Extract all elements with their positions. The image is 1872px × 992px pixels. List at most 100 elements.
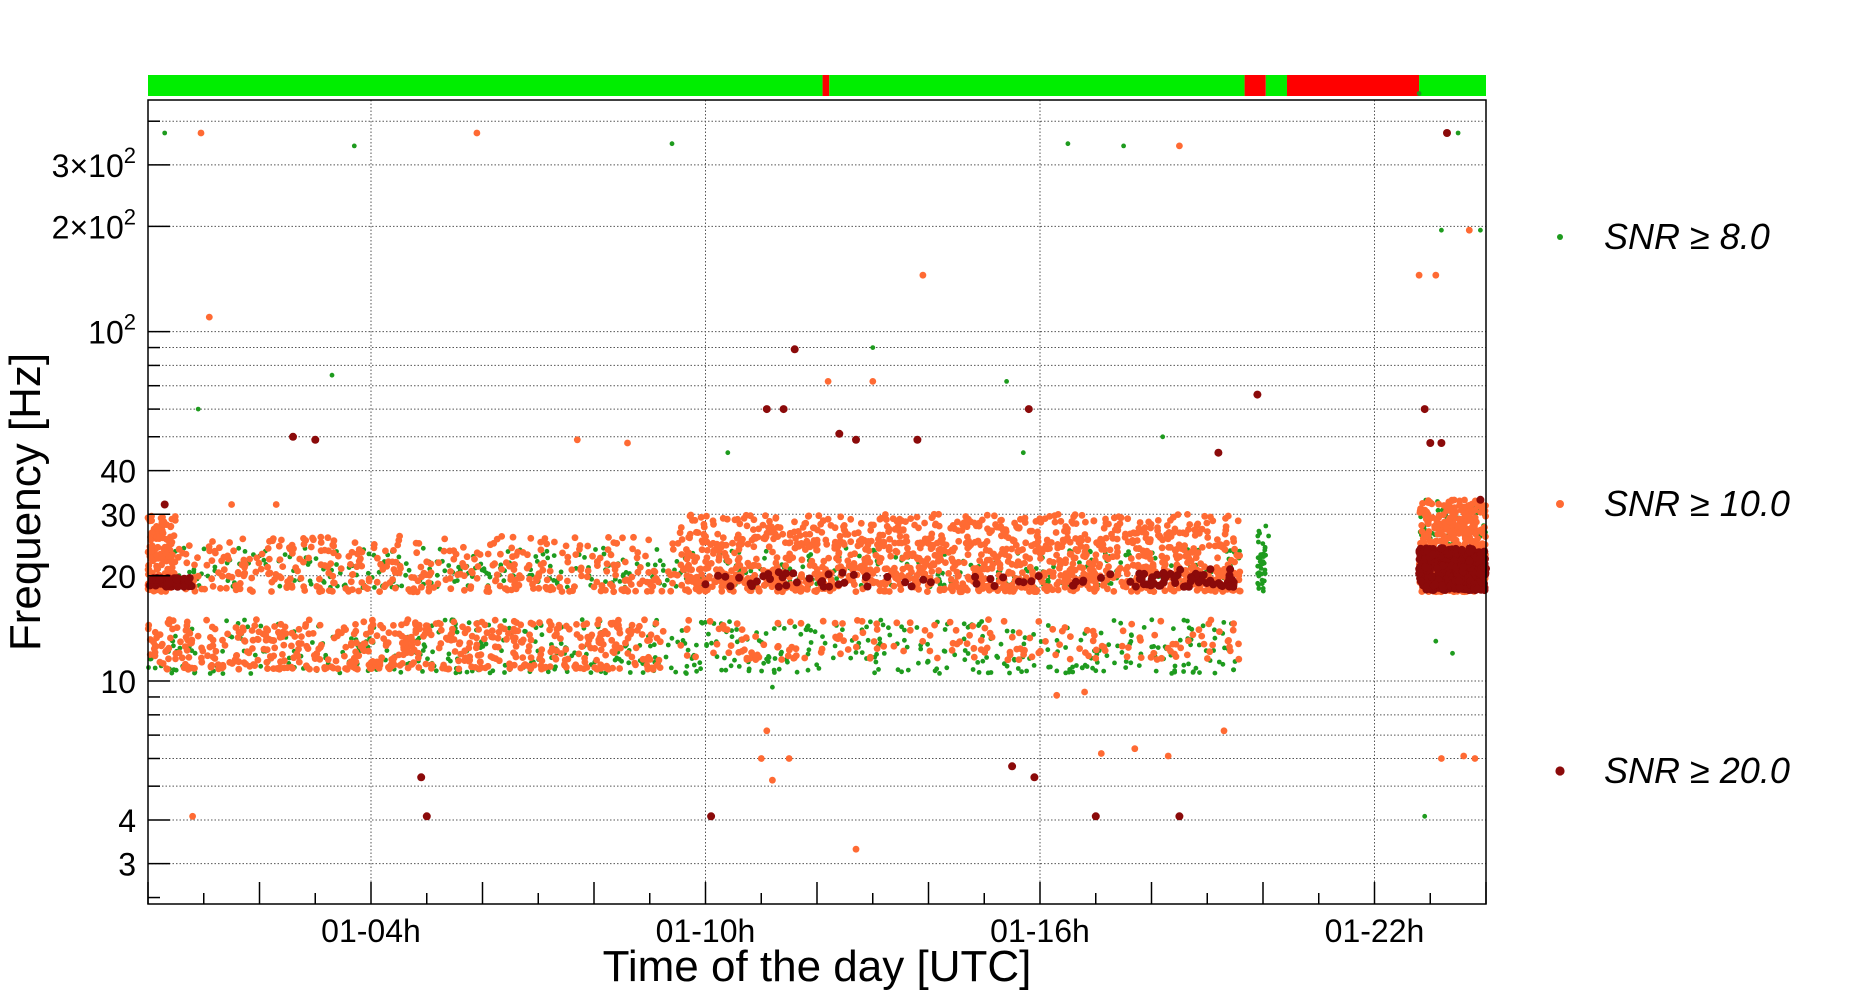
point-series-1 <box>852 643 860 651</box>
point-series-1 <box>757 755 765 762</box>
point-series-1 <box>1115 513 1123 520</box>
point-series-1 <box>603 560 611 568</box>
point-series-1 <box>450 555 458 563</box>
point-series-1 <box>353 639 360 647</box>
point-series-1 <box>491 616 499 624</box>
point-series-1 <box>571 534 579 542</box>
point-series-0 <box>1112 660 1117 666</box>
point-series-1 <box>266 653 274 660</box>
point-series-1 <box>358 548 366 556</box>
point-series-1 <box>1147 524 1154 532</box>
point-series-0 <box>684 663 690 669</box>
point-series-0 <box>1048 664 1053 670</box>
point-series-1 <box>1121 533 1129 541</box>
point-series-1 <box>1097 750 1105 757</box>
point-series-1 <box>428 661 436 669</box>
point-series-1 <box>376 588 383 595</box>
point-series-1 <box>678 581 686 589</box>
point-series-2 <box>1480 586 1489 595</box>
point-series-1 <box>1456 497 1463 505</box>
point-series-0 <box>781 626 787 631</box>
point-series-1 <box>960 559 968 567</box>
point-series-0 <box>1149 644 1155 650</box>
point-series-0 <box>490 668 496 674</box>
point-series-2 <box>1431 580 1440 589</box>
point-series-1 <box>926 647 934 655</box>
point-series-1 <box>899 565 907 573</box>
point-series-1 <box>239 624 247 632</box>
point-series-0 <box>893 554 899 560</box>
point-series-1 <box>536 619 543 627</box>
point-series-1 <box>246 586 254 594</box>
point-series-1 <box>867 521 875 529</box>
point-series-1 <box>979 565 986 572</box>
point-series-1 <box>946 618 954 626</box>
point-series-0 <box>1022 635 1028 641</box>
point-series-1 <box>512 653 520 661</box>
point-series-2 <box>1253 390 1262 399</box>
point-series-1 <box>880 542 888 550</box>
point-series-0 <box>857 553 862 559</box>
point-series-1 <box>653 661 661 669</box>
point-series-0 <box>962 657 968 663</box>
point-series-2 <box>849 570 858 579</box>
point-series-1 <box>1057 572 1065 579</box>
point-series-1 <box>731 516 739 524</box>
point-series-1 <box>219 661 227 669</box>
point-series-0 <box>502 618 508 623</box>
point-series-0 <box>925 659 931 665</box>
point-series-1 <box>1076 645 1083 652</box>
point-series-1 <box>177 638 184 646</box>
point-series-2 <box>1071 577 1080 586</box>
point-series-2 <box>1024 405 1033 414</box>
point-series-1 <box>632 644 640 652</box>
point-series-2 <box>1480 547 1489 556</box>
point-series-1 <box>300 540 308 548</box>
point-series-1 <box>1019 569 1026 576</box>
point-series-1 <box>556 583 564 591</box>
point-series-1 <box>741 646 748 654</box>
point-series-1 <box>330 537 338 545</box>
point-series-1 <box>1203 519 1211 527</box>
point-series-1 <box>837 513 845 521</box>
point-series-1 <box>815 512 823 520</box>
point-series-0 <box>403 561 409 566</box>
point-series-1 <box>1015 524 1023 532</box>
point-series-1 <box>1038 578 1046 586</box>
point-series-1 <box>1046 557 1054 565</box>
point-series-1 <box>731 549 738 557</box>
point-series-2 <box>1438 581 1446 590</box>
point-series-1 <box>1108 530 1115 538</box>
point-series-1 <box>328 663 335 671</box>
point-series-1 <box>1175 541 1183 549</box>
point-series-1 <box>735 554 743 562</box>
point-series-0 <box>1212 635 1218 641</box>
point-series-1 <box>790 654 797 662</box>
point-series-1 <box>985 616 992 623</box>
point-series-1 <box>369 658 376 665</box>
point-series-1 <box>442 634 450 642</box>
point-series-1 <box>325 569 333 577</box>
point-series-1 <box>324 534 332 542</box>
point-series-0 <box>603 579 608 584</box>
point-series-1 <box>776 524 784 531</box>
point-series-1 <box>1198 632 1206 640</box>
point-series-0 <box>748 568 754 574</box>
point-series-1 <box>1435 512 1443 519</box>
point-series-1 <box>1129 539 1137 547</box>
point-series-1 <box>252 568 260 576</box>
legend-label: SNR ≥ 8.0 <box>1604 216 1770 257</box>
point-series-1 <box>1148 564 1156 571</box>
point-series-1 <box>1056 556 1063 564</box>
point-series-1 <box>786 550 793 558</box>
point-series-2 <box>1126 577 1135 586</box>
point-series-1 <box>1205 620 1213 628</box>
point-series-0 <box>684 671 689 676</box>
point-series-1 <box>390 566 398 573</box>
point-series-1 <box>1461 535 1469 542</box>
point-series-1 <box>352 621 359 628</box>
point-series-1 <box>900 647 907 655</box>
point-series-1 <box>1156 534 1164 541</box>
point-series-1 <box>459 623 466 631</box>
point-series-1 <box>546 567 554 575</box>
